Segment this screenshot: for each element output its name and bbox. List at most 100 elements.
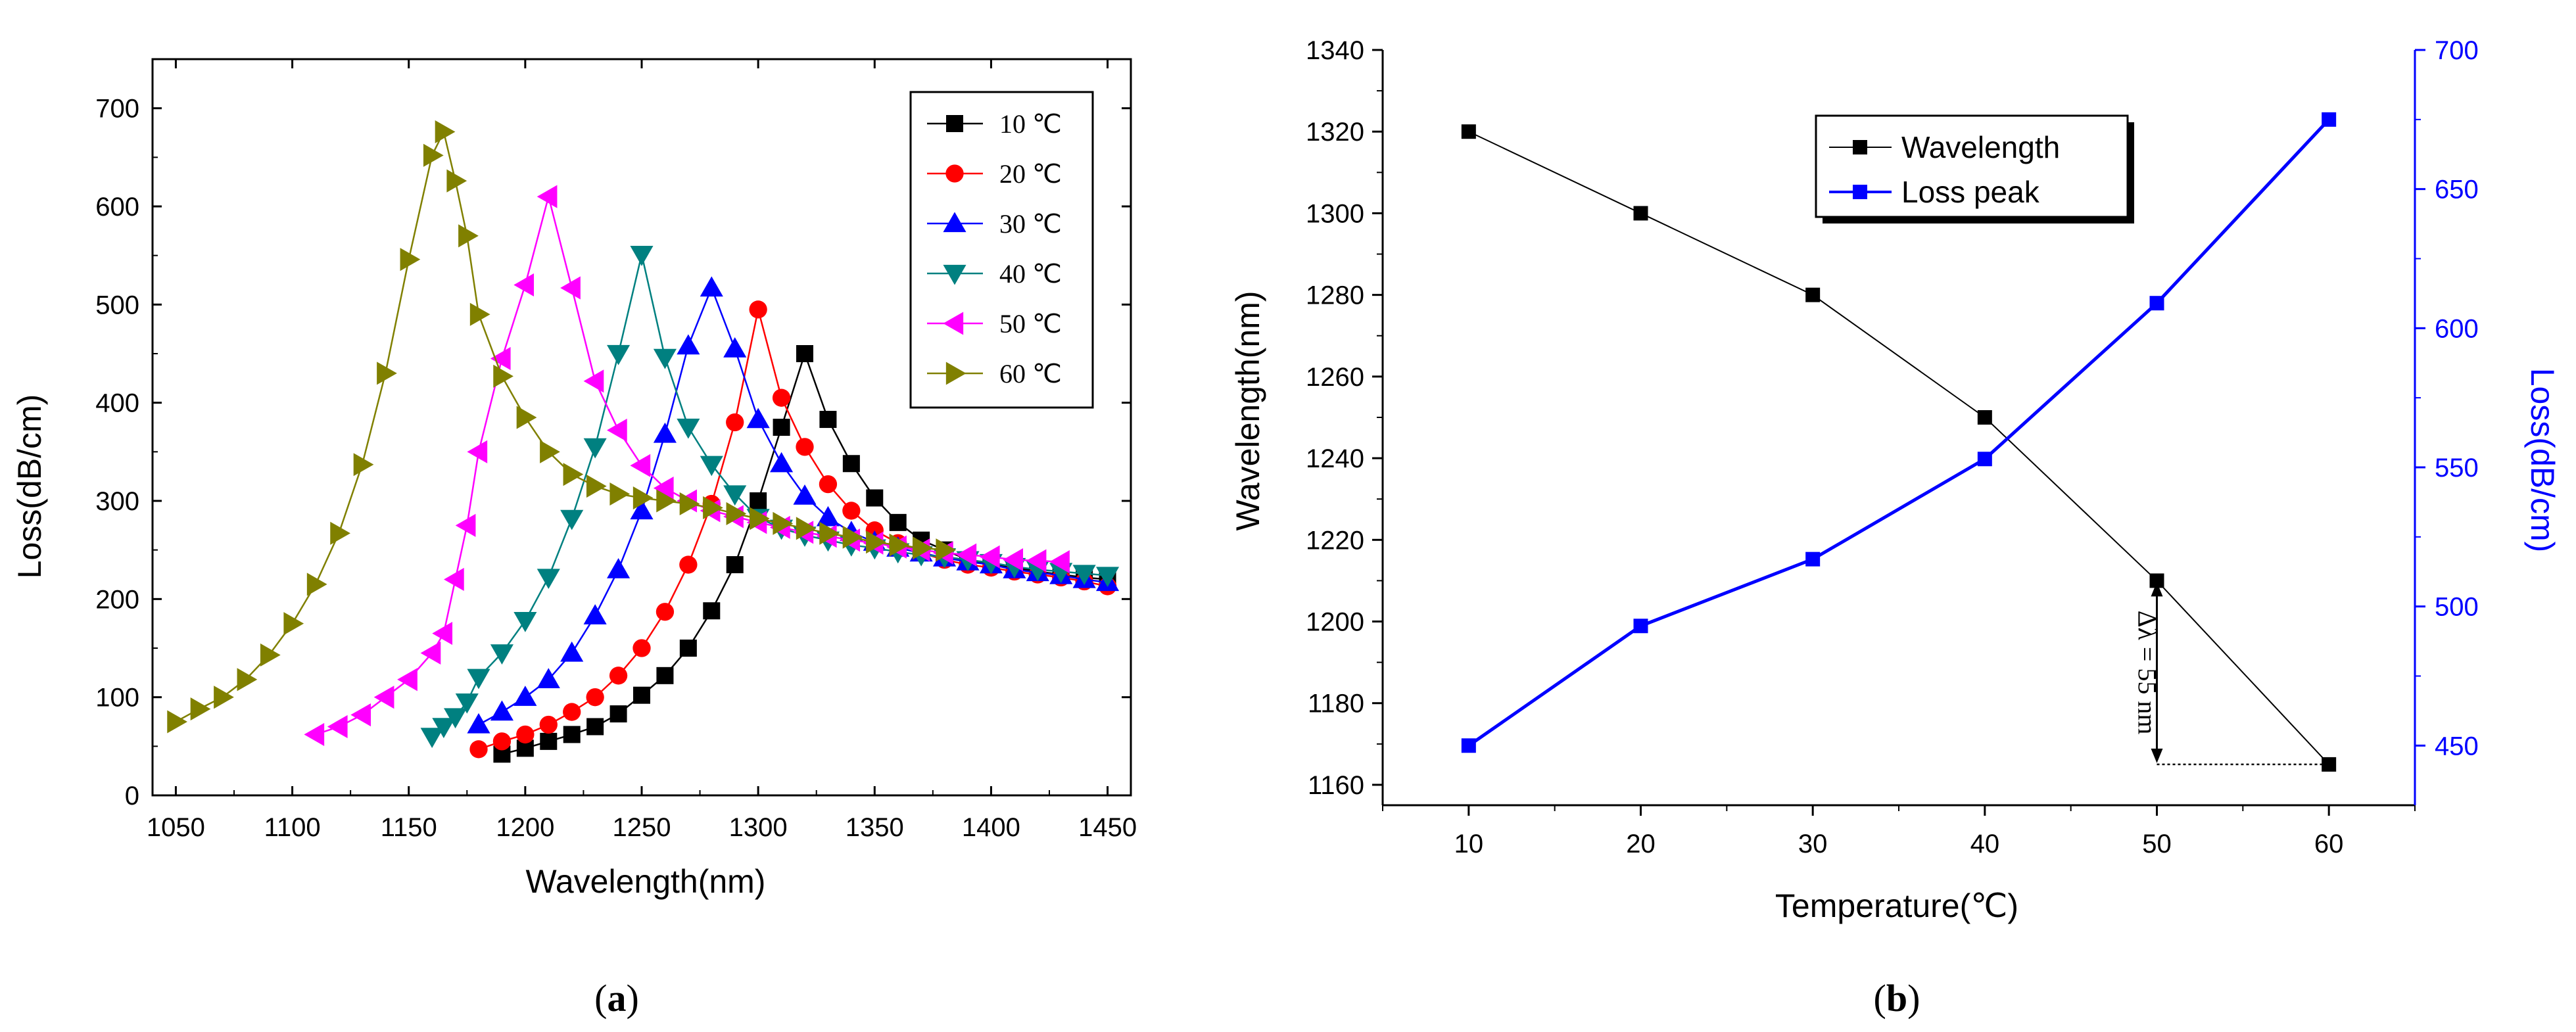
chart-a-y-tick-label: 600 — [95, 193, 139, 222]
chart-a-data-point — [560, 641, 584, 662]
chart-a-x-tick-label: 1300 — [729, 813, 788, 842]
chart-a-data-point — [912, 536, 933, 560]
chart-a-x-tick-label: 1450 — [1078, 813, 1137, 842]
chart-a-data-point — [770, 452, 794, 473]
chart-a-data-point — [842, 455, 860, 473]
chart-a-data-point — [889, 513, 907, 531]
chart-a-data-point — [653, 477, 674, 500]
chart-a-data-point — [679, 555, 698, 574]
chart-a-data-point — [467, 668, 490, 690]
chart-a-data-point — [260, 643, 281, 667]
chart-b-series-line — [1467, 118, 2330, 747]
chart-a-data-point — [583, 438, 607, 459]
chart-b-x-tick-label: 20 — [1626, 830, 1656, 858]
chart-a-legend-marker — [943, 312, 964, 335]
chart-b-data-point — [1633, 619, 1648, 634]
chart-b-x-tick-label: 50 — [2142, 830, 2172, 858]
chart-a-series-6 — [167, 120, 957, 734]
chart-b-y-tick-label: 1320 — [1306, 118, 1364, 147]
chart-b-x-tick-label: 40 — [1970, 830, 2000, 858]
chart-b-x-ticks: 10 20 30 40 50 60 — [1382, 805, 2416, 858]
chart-a-data-point — [400, 248, 421, 271]
chart-a-x-tick-label: 1150 — [381, 813, 437, 842]
chart-a-y-tick-label: 0 — [125, 782, 139, 810]
chart-b-x-tick-label: 60 — [2314, 830, 2344, 858]
chart-a-legend-item: 20 ℃ — [927, 159, 1062, 189]
chart-b-y-tick-label: 1260 — [1306, 363, 1364, 392]
chart-a-legend-item: 50 ℃ — [927, 309, 1062, 339]
chart-a-data-point — [306, 573, 327, 596]
chart-a-legend-item: 40 ℃ — [927, 259, 1062, 289]
chart-a-data-point — [563, 703, 581, 721]
chart-a-data-point — [327, 715, 348, 739]
chart-a-data-point — [1096, 567, 1120, 588]
chart-a-data-point — [819, 475, 838, 494]
chart-a-data-point — [423, 143, 444, 167]
chart-a-data-point — [633, 686, 650, 704]
chart-a-data-point — [583, 369, 604, 393]
chart-a-data-point — [537, 569, 560, 590]
chart-a-data-point — [455, 693, 479, 714]
chart-a-data-point — [190, 697, 211, 721]
chart-a-data-point — [796, 517, 817, 540]
chart-a-data-point — [842, 502, 861, 520]
chart-a-data-point — [749, 507, 770, 530]
chart-a-data-point — [469, 302, 490, 326]
chart-b-data-point — [1805, 551, 1821, 567]
chart-a-y-tick-label: 300 — [95, 487, 139, 516]
chart-a-data-point — [796, 345, 813, 362]
chart-a-data-point — [956, 543, 977, 567]
chart-a-data-point — [1072, 565, 1096, 586]
chart-a-data-point — [563, 463, 584, 486]
chart-b-y2-tick-label: 450 — [2435, 732, 2479, 761]
chart-a-legend-label: 30 ℃ — [999, 209, 1062, 239]
chart-b-y2-tick-label: 600 — [2435, 314, 2479, 343]
chart-b-y2-tick-label: 500 — [2435, 593, 2479, 622]
chart-b-panel-label: (b) — [1874, 977, 1920, 1020]
chart-a-data-point — [679, 640, 697, 657]
chart-a-data-point — [304, 722, 325, 746]
chart-a-data-point — [1003, 548, 1024, 572]
chart-a-legend-label: 40 ℃ — [999, 259, 1062, 289]
chart-a-data-point — [467, 440, 488, 463]
chart-a-data-point — [458, 224, 479, 248]
chart-a-y-axis-label: Loss(dB/cm) — [11, 394, 48, 579]
chart-a-legend-label: 10 ℃ — [999, 109, 1062, 139]
chart-a-data-point — [537, 668, 560, 688]
chart-a-data-point — [583, 604, 607, 624]
chart-a-legend-item: 60 ℃ — [927, 359, 1062, 388]
chart-b-x-axis-label: Temperature(℃) — [1775, 887, 2018, 924]
chart-b-data-point — [2322, 757, 2337, 772]
chart-b-y-tick-label: 1240 — [1306, 444, 1364, 473]
chart-a-data-point — [373, 686, 394, 709]
chart-a-data-point — [513, 686, 537, 706]
chart-a-data-point — [773, 419, 790, 436]
chart-b-legend-marker — [1853, 185, 1867, 199]
chart-b-data-point — [1461, 738, 1476, 753]
chart-b-legend-label: Loss peak — [1901, 175, 2040, 209]
chart-b-annotation-label: Δλ = 55 nm — [2133, 611, 2162, 735]
chart-a-data-point — [420, 641, 441, 665]
chart-a-data-point — [796, 438, 814, 456]
chart-b-y2-ticks: 450 500 550 600 650 700 — [2415, 36, 2479, 761]
chart-a-data-point — [283, 612, 304, 636]
chart-a-data-point — [435, 120, 456, 144]
chart-a-data-point — [563, 726, 581, 743]
chart-a-data-point — [726, 413, 744, 432]
chart-a-data-point — [420, 728, 444, 748]
chart-a-data-point — [677, 418, 700, 439]
chart-a-data-point — [889, 533, 910, 557]
chart-a-data-point — [490, 346, 511, 371]
chart-a-x-tick-label: 1400 — [962, 813, 1020, 842]
chart-a-data-point — [656, 489, 677, 513]
chart-a-data-point — [432, 718, 456, 739]
chart-a-data-point — [432, 622, 453, 645]
chart-a-data-point — [609, 705, 627, 723]
chart-a-data-point — [586, 688, 604, 707]
chart-a-data-point — [490, 700, 513, 721]
chart-b-data-point — [1977, 410, 1992, 425]
chart-a-data-point — [723, 485, 747, 506]
chart-a-data-point — [750, 492, 767, 509]
chart-b-data-point — [2149, 573, 2164, 588]
chart-a-data-point — [866, 530, 886, 554]
